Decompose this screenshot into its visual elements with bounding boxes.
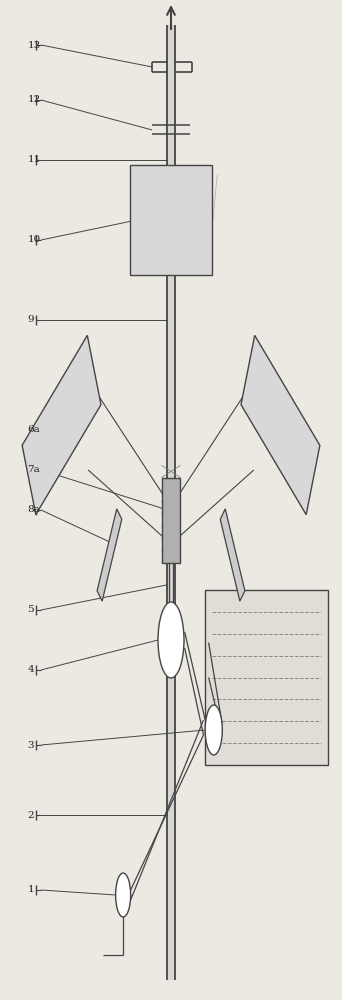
- Polygon shape: [97, 509, 122, 601]
- Text: 2: 2: [27, 810, 34, 820]
- Text: 6a: 6a: [27, 426, 40, 434]
- Text: 9: 9: [27, 316, 34, 324]
- Bar: [161, 478, 181, 562]
- Circle shape: [205, 705, 222, 755]
- Text: 1: 1: [27, 886, 34, 894]
- Circle shape: [116, 873, 131, 917]
- Text: 7a: 7a: [27, 466, 40, 475]
- Text: 11: 11: [27, 155, 41, 164]
- Polygon shape: [220, 509, 245, 601]
- Polygon shape: [22, 335, 101, 515]
- Circle shape: [158, 602, 184, 678]
- Text: 12: 12: [27, 96, 41, 104]
- Bar: [130, 165, 212, 275]
- Text: 10: 10: [27, 235, 41, 244]
- Text: 3: 3: [27, 740, 34, 750]
- Text: 8a: 8a: [27, 506, 40, 514]
- Polygon shape: [241, 335, 320, 515]
- Text: 5: 5: [27, 605, 34, 614]
- Text: 13: 13: [27, 40, 41, 49]
- Text: 4: 4: [27, 666, 34, 674]
- Bar: [167, 25, 175, 980]
- Bar: [205, 590, 328, 765]
